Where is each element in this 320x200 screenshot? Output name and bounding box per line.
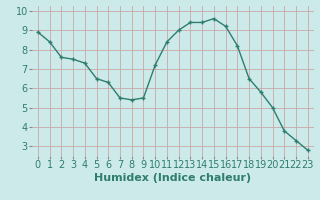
X-axis label: Humidex (Indice chaleur): Humidex (Indice chaleur) xyxy=(94,173,252,183)
